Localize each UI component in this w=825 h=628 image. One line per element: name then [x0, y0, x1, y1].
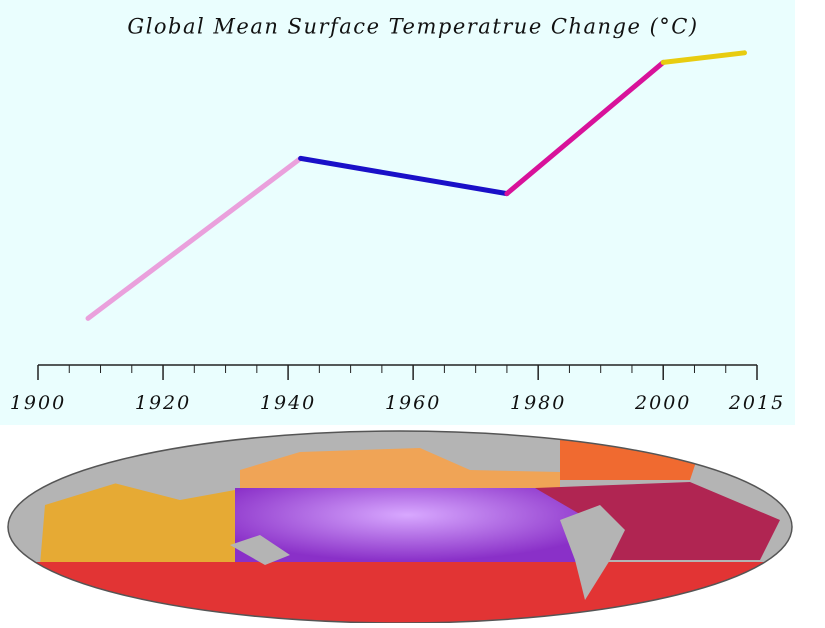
- x-tick-label: 1920: [135, 392, 191, 414]
- x-tick-label: 2015: [728, 392, 785, 414]
- x-tick-label: 1900: [10, 392, 66, 414]
- line-segment: [504, 59, 666, 197]
- southern-ocean: [8, 562, 792, 623]
- line-segment: [660, 50, 747, 65]
- chart-title: Global Mean Surface Temperatrue Change (…: [127, 15, 698, 39]
- x-axis: 1900 1920 1940 1960 1980 2000 2015: [10, 364, 785, 414]
- x-tick-label: 2000: [634, 392, 691, 414]
- south-america: [560, 505, 625, 600]
- australia: [230, 535, 290, 565]
- x-tick-label: 1940: [260, 392, 316, 414]
- plot-background: [0, 0, 795, 425]
- tropical-atlantic: [535, 482, 780, 560]
- world-map: [8, 431, 792, 623]
- line-segment: [85, 155, 304, 321]
- india: [110, 470, 200, 500]
- indian-ocean: [40, 482, 235, 565]
- x-tick-label: 1980: [510, 392, 566, 414]
- lines: [85, 50, 747, 321]
- north-atlantic: [560, 431, 700, 480]
- north-pacific: [240, 448, 560, 488]
- line-segment: [298, 155, 510, 197]
- x-tick-label: 1960: [385, 392, 441, 414]
- tropical-pacific: [235, 488, 580, 565]
